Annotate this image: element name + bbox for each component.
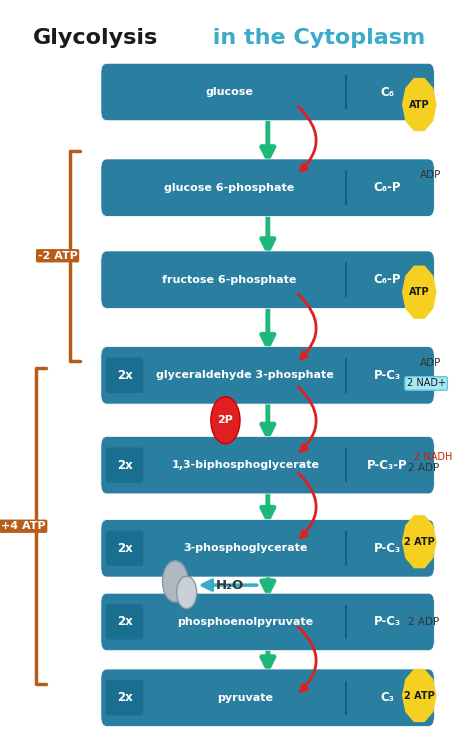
Text: fructose 6-phosphate: fructose 6-phosphate xyxy=(162,275,297,285)
Text: Glycolysis: Glycolysis xyxy=(33,28,158,48)
Text: H₂O: H₂O xyxy=(216,578,244,592)
Text: 2 ATP: 2 ATP xyxy=(404,690,435,701)
Text: 2 NADH: 2 NADH xyxy=(414,452,452,462)
Text: P-C₃-P: P-C₃-P xyxy=(367,459,408,472)
FancyBboxPatch shape xyxy=(101,347,434,404)
Text: phosphoenolpyruvate: phosphoenolpyruvate xyxy=(177,617,313,627)
FancyBboxPatch shape xyxy=(101,593,434,651)
FancyBboxPatch shape xyxy=(106,358,143,393)
FancyBboxPatch shape xyxy=(106,680,143,715)
Text: ADP: ADP xyxy=(420,170,441,180)
Text: 2x: 2x xyxy=(117,542,133,555)
FancyBboxPatch shape xyxy=(101,436,434,494)
Text: in the Cytoplasm: in the Cytoplasm xyxy=(205,28,425,48)
Text: 2 ADP: 2 ADP xyxy=(408,463,439,473)
Text: glyceraldehyde 3-phosphate: glyceraldehyde 3-phosphate xyxy=(156,370,334,381)
FancyBboxPatch shape xyxy=(106,447,143,483)
Text: +4 ATP: +4 ATP xyxy=(1,521,46,531)
Text: 2x: 2x xyxy=(117,691,133,704)
Text: glucose: glucose xyxy=(205,87,253,97)
Text: pyruvate: pyruvate xyxy=(217,693,273,703)
Text: 2 ATP: 2 ATP xyxy=(404,537,435,547)
Text: P-C₃: P-C₃ xyxy=(374,542,401,555)
Text: 2 NAD+: 2 NAD+ xyxy=(407,378,446,389)
Text: 2x: 2x xyxy=(117,615,133,629)
Text: ATP: ATP xyxy=(409,99,429,110)
Text: 2x: 2x xyxy=(117,459,133,472)
Text: C₃: C₃ xyxy=(381,691,394,704)
Circle shape xyxy=(211,397,240,444)
Circle shape xyxy=(163,561,188,602)
Text: -2 ATP: -2 ATP xyxy=(37,251,78,261)
Text: 2P: 2P xyxy=(218,415,233,425)
Text: glucose 6-phosphate: glucose 6-phosphate xyxy=(164,183,294,193)
FancyBboxPatch shape xyxy=(101,669,434,726)
FancyBboxPatch shape xyxy=(101,520,434,577)
Text: 2 ADP: 2 ADP xyxy=(408,617,439,627)
FancyBboxPatch shape xyxy=(101,159,434,216)
FancyBboxPatch shape xyxy=(106,604,143,640)
Text: 3-phosphoglycerate: 3-phosphoglycerate xyxy=(183,543,308,553)
Text: C₆-P: C₆-P xyxy=(374,181,401,194)
Text: C₆: C₆ xyxy=(380,85,394,99)
Circle shape xyxy=(177,576,197,609)
Text: C₆-P: C₆-P xyxy=(374,273,401,286)
Text: ADP: ADP xyxy=(420,358,441,368)
Text: 2x: 2x xyxy=(117,369,133,382)
Text: P-C₃: P-C₃ xyxy=(374,369,401,382)
FancyBboxPatch shape xyxy=(101,251,434,308)
FancyBboxPatch shape xyxy=(101,63,434,121)
Text: 1,3-biphosphoglycerate: 1,3-biphosphoglycerate xyxy=(171,460,319,470)
FancyBboxPatch shape xyxy=(106,531,143,566)
Text: P-C₃: P-C₃ xyxy=(374,615,401,629)
Text: ATP: ATP xyxy=(409,287,429,297)
